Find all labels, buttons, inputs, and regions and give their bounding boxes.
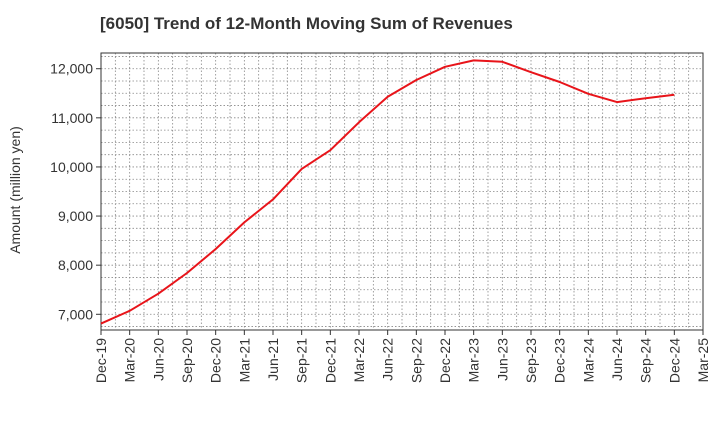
x-tick-label: Jun-21 <box>265 338 281 381</box>
x-tick-label: Sep-24 <box>638 338 654 383</box>
x-tick-label: Sep-21 <box>294 338 310 383</box>
y-ticks: 7,000 8,000 9,000 10,000 11,000 12,000 <box>50 61 101 322</box>
y-tick-label: 12,000 <box>50 61 93 77</box>
x-tick-label: Dec-21 <box>322 338 338 383</box>
x-tick-label: Mar-23 <box>466 338 482 383</box>
x-ticks: Dec-19 Mar-20 Jun-20 Sep-20 Dec-20 Mar-21 Jun-… <box>93 330 711 383</box>
series-layer <box>100 59 675 325</box>
x-tick-label: Mar-25 <box>695 338 711 383</box>
x-tick-label: Dec-19 <box>93 338 109 383</box>
plot-frame <box>100 52 704 331</box>
y-tick-label: 7,000 <box>58 306 93 322</box>
y-tick-label: 9,000 <box>58 208 93 224</box>
y-tick-label: 8,000 <box>58 257 93 273</box>
y-tick-label: 11,000 <box>51 110 93 126</box>
x-tick-label: Jun-20 <box>150 338 166 381</box>
x-tick-label: Dec-24 <box>666 338 682 383</box>
y-tick-label: 10,000 <box>50 159 93 175</box>
x-tick-label: Jun-24 <box>609 338 625 381</box>
x-tick-label: Sep-23 <box>523 338 539 383</box>
x-tick-label: Mar-24 <box>580 338 596 383</box>
x-tick-label: Dec-20 <box>208 338 224 383</box>
grid-lines <box>101 53 703 330</box>
x-tick-label: Jun-23 <box>494 338 510 381</box>
x-tick-label: Sep-22 <box>408 338 424 383</box>
x-tick-label: Dec-23 <box>552 338 568 383</box>
x-tick-label: Mar-22 <box>351 338 367 383</box>
x-tick-label: Mar-20 <box>122 338 138 383</box>
x-tick-label: Dec-22 <box>437 338 453 383</box>
x-tick-label: Jun-22 <box>380 338 396 381</box>
x-tick-label: Mar-21 <box>236 338 252 383</box>
series-line <box>100 59 675 325</box>
x-tick-label: Sep-20 <box>179 338 195 383</box>
chart-title: [6050] Trend of 12-Month Moving Sum of R… <box>100 14 513 33</box>
